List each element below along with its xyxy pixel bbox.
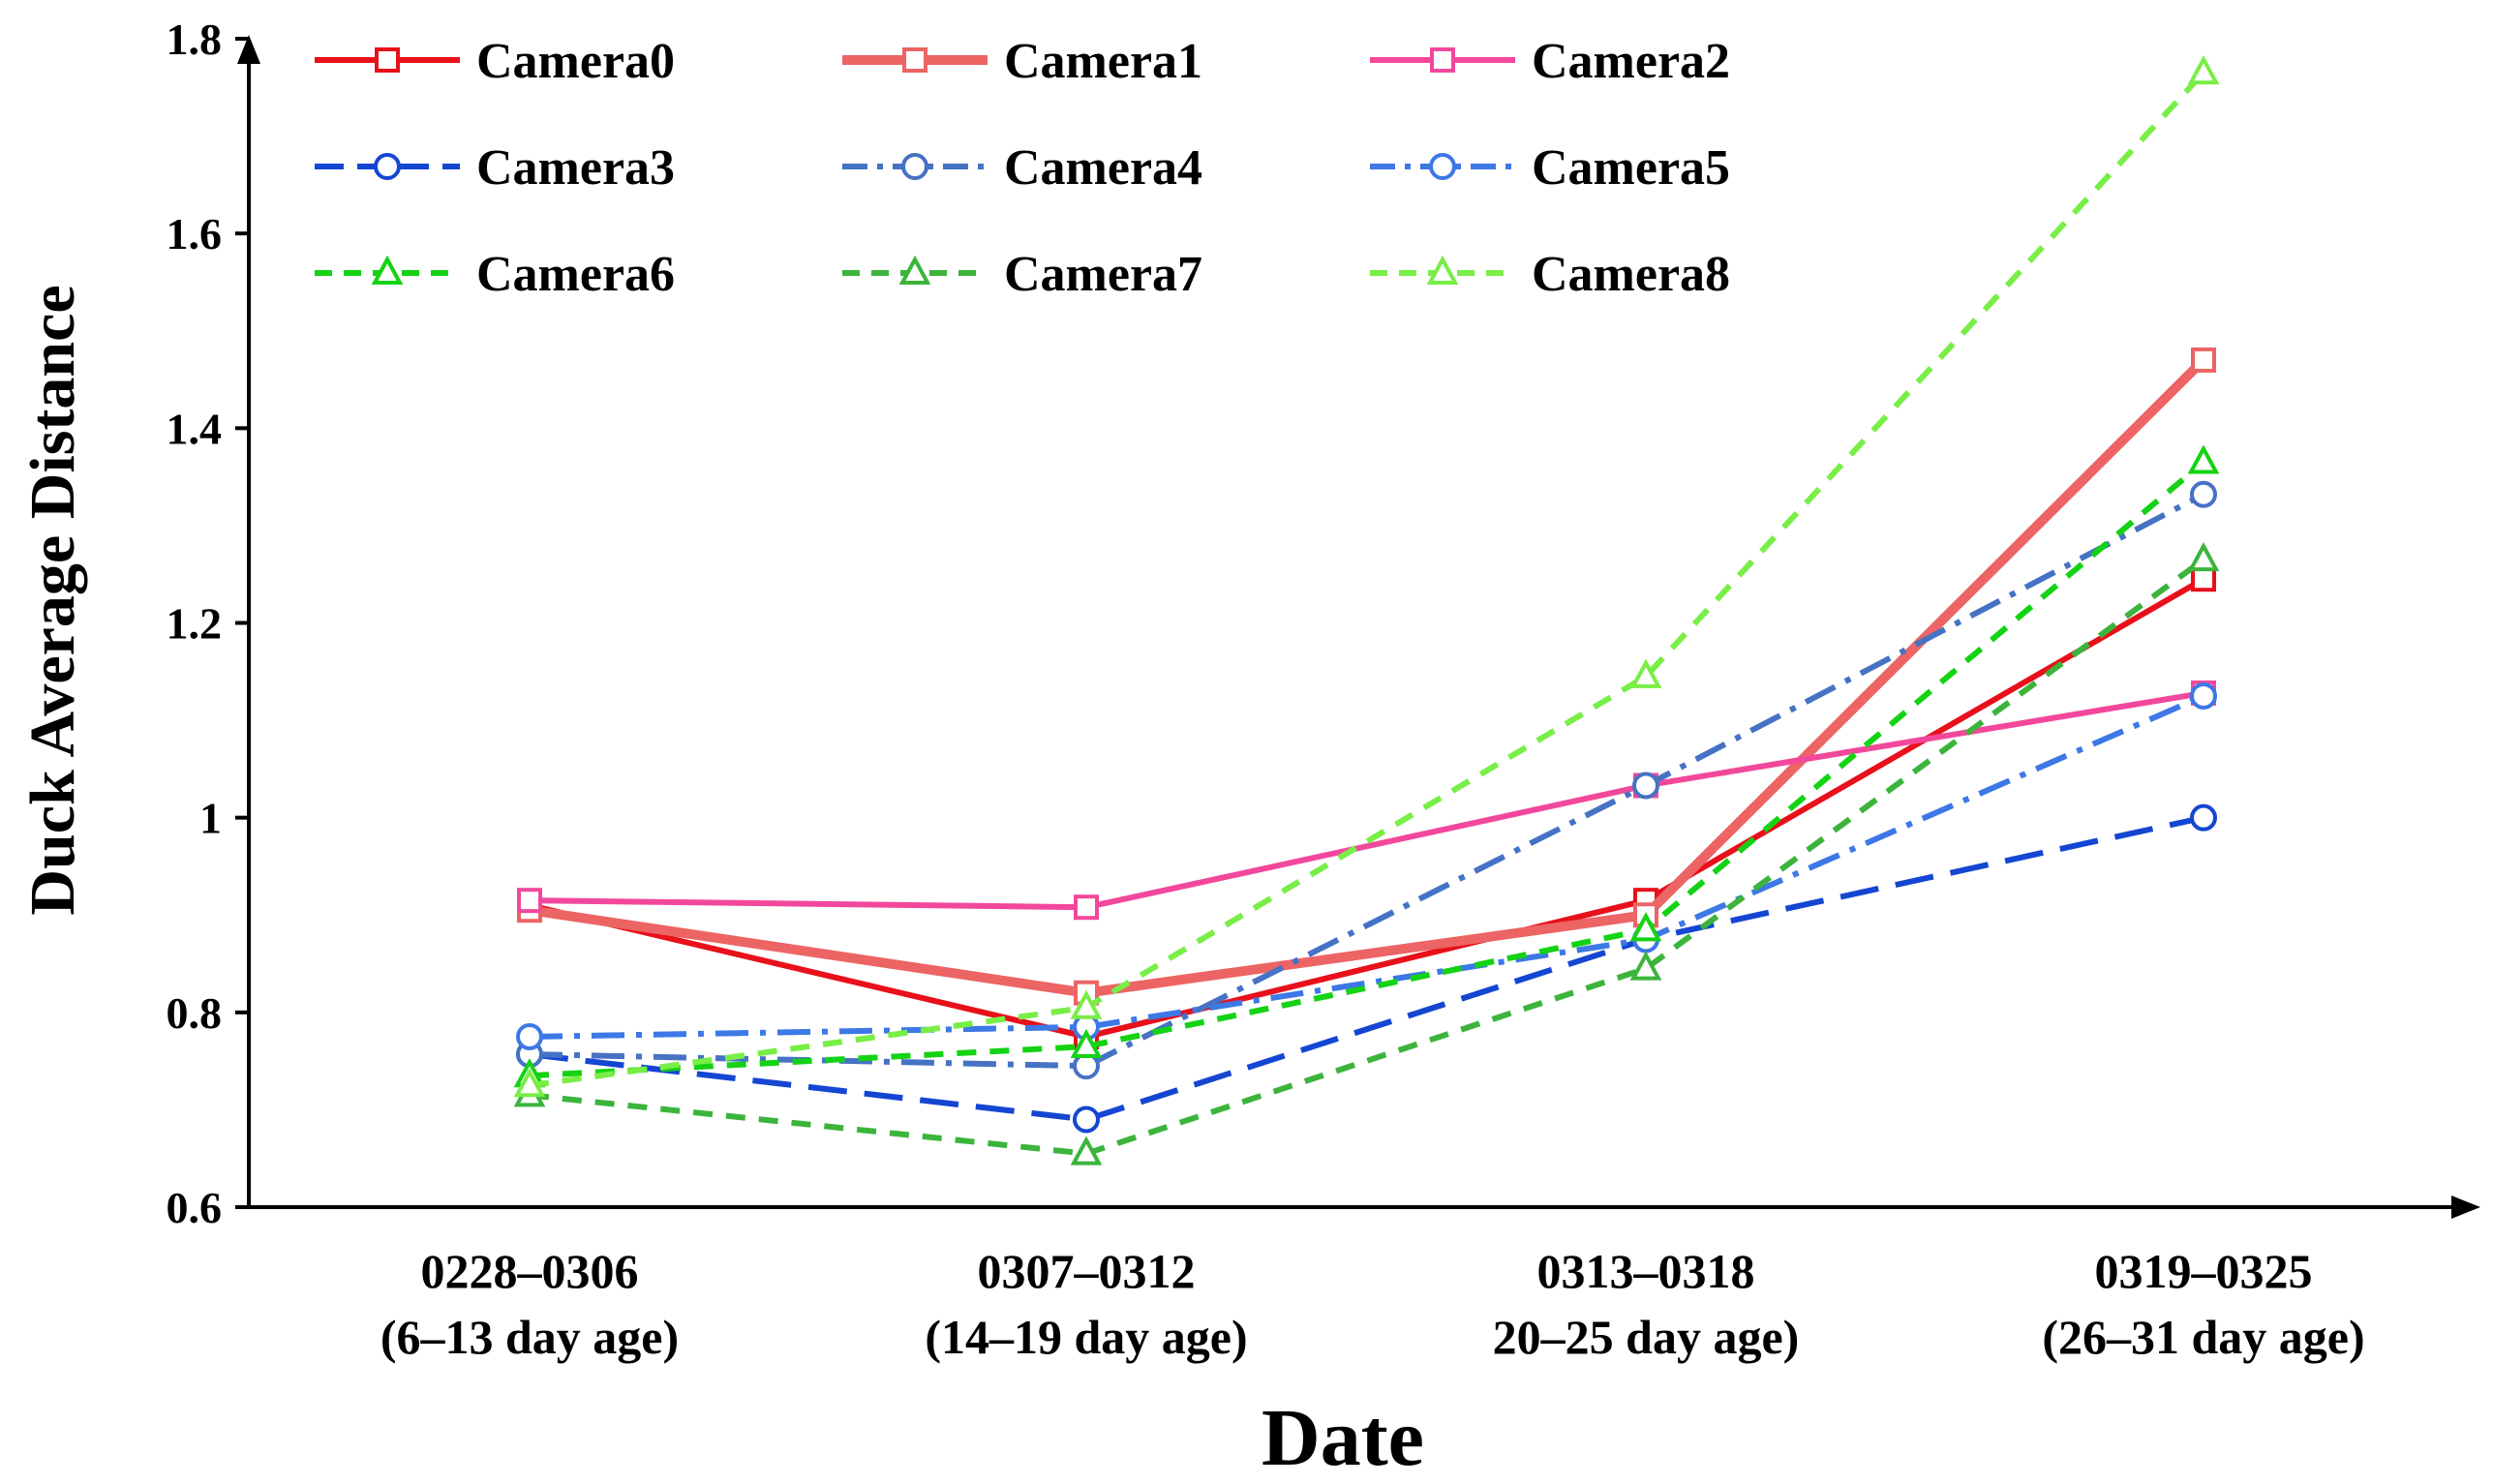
legend-item: Camera3 [315,140,675,196]
x-axis-title: Date [1262,1393,1424,1483]
series-layer [513,55,2220,1166]
legend-marker [902,47,927,73]
x-tick-label-date: 0228–0306 [421,1244,639,1298]
labels-layer: Duck Average Distance Date [17,285,1424,1483]
data-point [2190,803,2217,832]
legend-label: Camera6 [476,247,675,302]
data-point [2190,480,2217,508]
y-tick-label: 0.8 [167,988,223,1038]
legend-marker [375,47,400,73]
data-point [1629,912,1662,942]
legend-label: Camera5 [1532,140,1730,196]
y-axis-arrow [237,35,260,64]
data-point [2187,444,2220,474]
legend-marker [374,153,401,180]
legend-item: Camera1 [842,34,1202,89]
x-tick-label-age: (26–31 day age) [2042,1310,2364,1364]
data-point [513,1068,546,1098]
legend-label: Camera2 [1532,34,1730,89]
data-point [2187,541,2220,572]
data-point [516,1022,543,1050]
data-point [1070,1028,1103,1059]
series-camera8 [513,55,2220,1098]
legend-label: Camera7 [1004,247,1202,302]
legend-marker [901,153,928,180]
legend-marker [898,255,931,285]
series-line [529,492,2205,1070]
data-point [1629,951,1662,981]
x-tick-label-age: 20–25 day age) [1493,1310,1800,1364]
series-line [529,557,2205,1157]
series-camera4 [516,480,2217,1080]
y-tick-label: 1.4 [167,404,223,453]
data-point [1073,1105,1100,1134]
legend-item: Camera7 [842,247,1202,302]
legend-label: Camera4 [1004,140,1202,196]
data-point [1074,894,1099,921]
legend-item: Camera2 [1370,34,1730,89]
x-tick-label-age: (6–13 day age) [380,1310,679,1364]
data-point [2191,347,2216,373]
x-tick-label-age: (14–19 day age) [925,1310,1247,1364]
ticks-layer: 0.6 0.8 1 1.2 1.4 1.6 1.8 0228–0306 (6–13 day ag… [167,15,2365,1364]
data-point [1070,989,1103,1019]
y-tick-label: 0.6 [167,1183,223,1232]
x-axis-arrow [2451,1196,2480,1219]
legend-label: Camera8 [1532,247,1730,302]
legend-item: Camera5 [1370,140,1730,196]
data-point [2191,566,2216,592]
x-tick-label-date: 0307–0312 [978,1244,1196,1298]
x-tick-label-date: 0319–0325 [2095,1244,2313,1298]
legend-item: Camera8 [1370,247,1730,302]
legend-item: Camera4 [842,140,1202,196]
series-camera6 [513,444,2220,1088]
legend-marker [1429,153,1456,180]
y-axis-title: Duck Average Distance [17,285,88,915]
legend: Camera0 Camera1 Camera2 Camera3 Camera4 Camer… [315,34,1730,302]
series-line [529,814,2204,1123]
series-line [529,693,2205,1040]
y-tick-label: 1 [199,794,222,843]
y-tick-label: 1.2 [167,599,223,649]
legend-marker [1430,47,1455,73]
y-tick-label: 1.8 [167,15,223,64]
series-camera0 [517,566,2216,1049]
legend-label: Camera0 [476,34,675,89]
legend-item: Camera6 [315,247,675,302]
data-point [2190,681,2217,710]
data-point [517,888,542,914]
x-tick-label-date: 0313–0318 [1537,1244,1755,1298]
axes-layer [237,35,2480,1219]
series-camera5 [516,681,2217,1050]
legend-label: Camera1 [1004,34,1202,89]
series-line [529,689,2204,911]
series-line [529,71,2206,1089]
y-tick-label: 1.6 [167,209,223,258]
legend-marker [1426,255,1459,285]
data-point [1632,772,1659,800]
legend-marker [371,255,404,285]
data-point [2187,55,2220,85]
series-camera7 [513,541,2220,1166]
legend-item: Camera0 [315,34,675,89]
series-line [529,460,2205,1079]
data-point [1629,658,1662,688]
legend-label: Camera3 [476,140,675,196]
data-point [1070,1136,1103,1166]
